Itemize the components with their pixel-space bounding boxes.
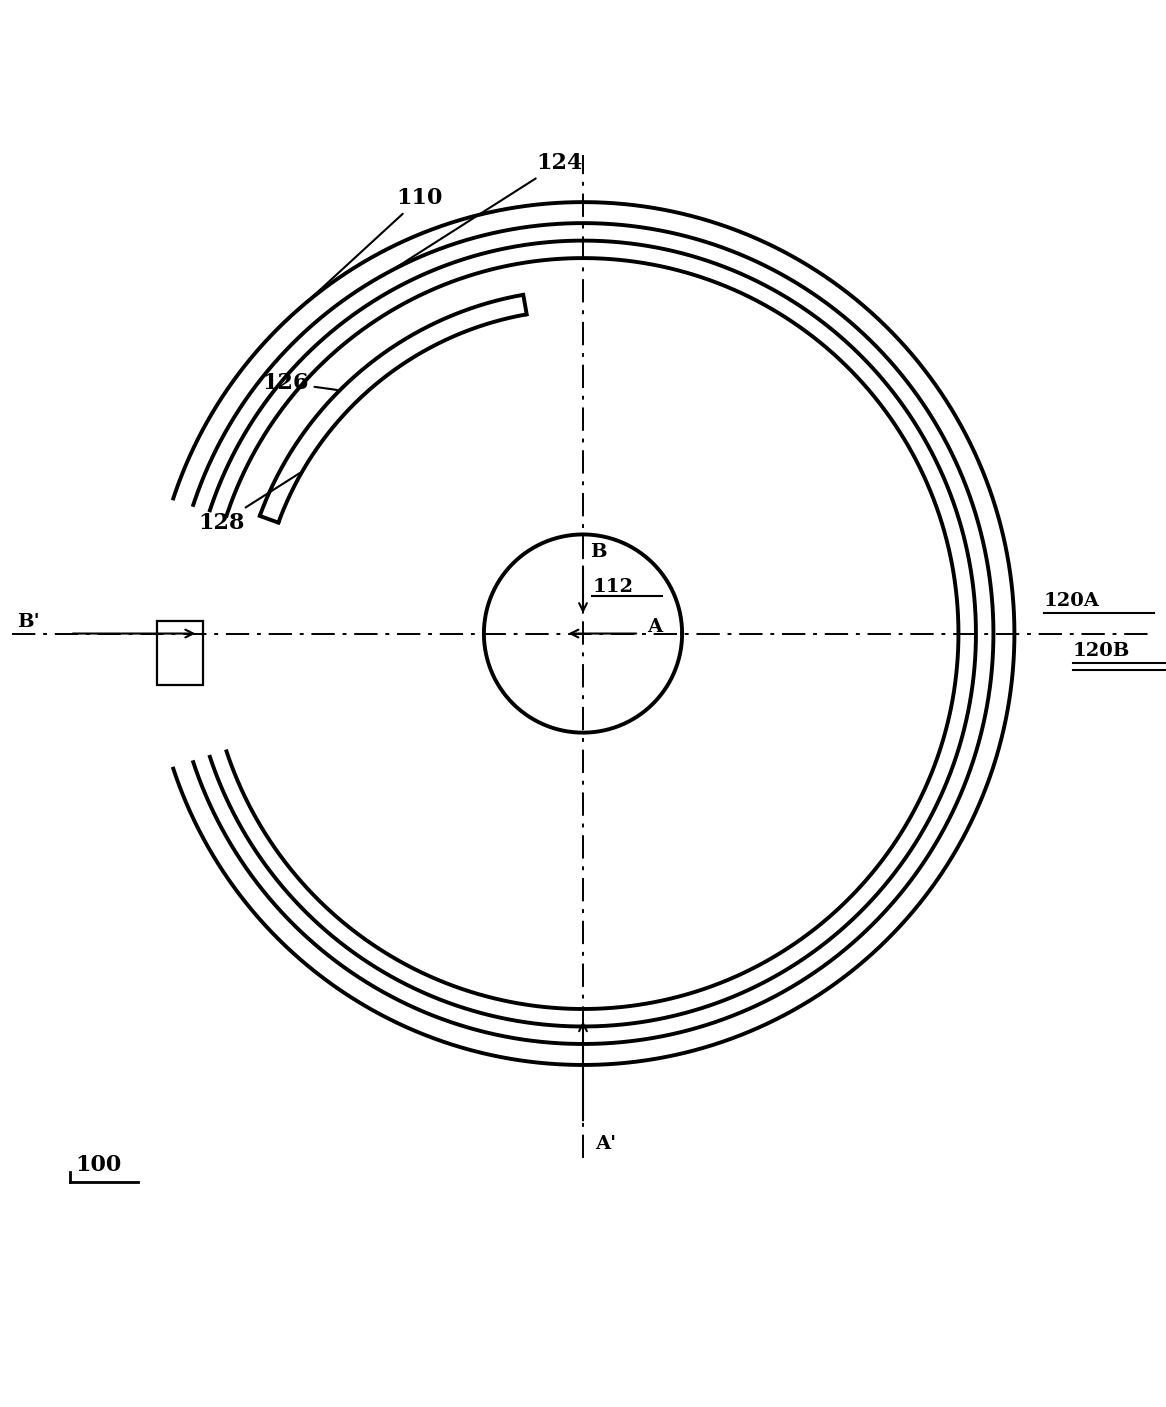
Text: 120B: 120B [1073, 642, 1130, 660]
Text: A: A [647, 618, 662, 636]
Text: 110: 110 [280, 187, 443, 326]
Text: B: B [590, 543, 606, 561]
Bar [156, 620, 203, 685]
Text: 120A: 120A [1044, 592, 1100, 609]
Text: A': A' [595, 1135, 616, 1154]
Text: 128: 128 [198, 473, 300, 533]
Text: 126: 126 [262, 371, 337, 394]
Text: 112: 112 [592, 578, 633, 597]
Text: 100: 100 [76, 1154, 122, 1176]
Text: B': B' [17, 613, 40, 630]
Text: 124: 124 [393, 152, 583, 270]
